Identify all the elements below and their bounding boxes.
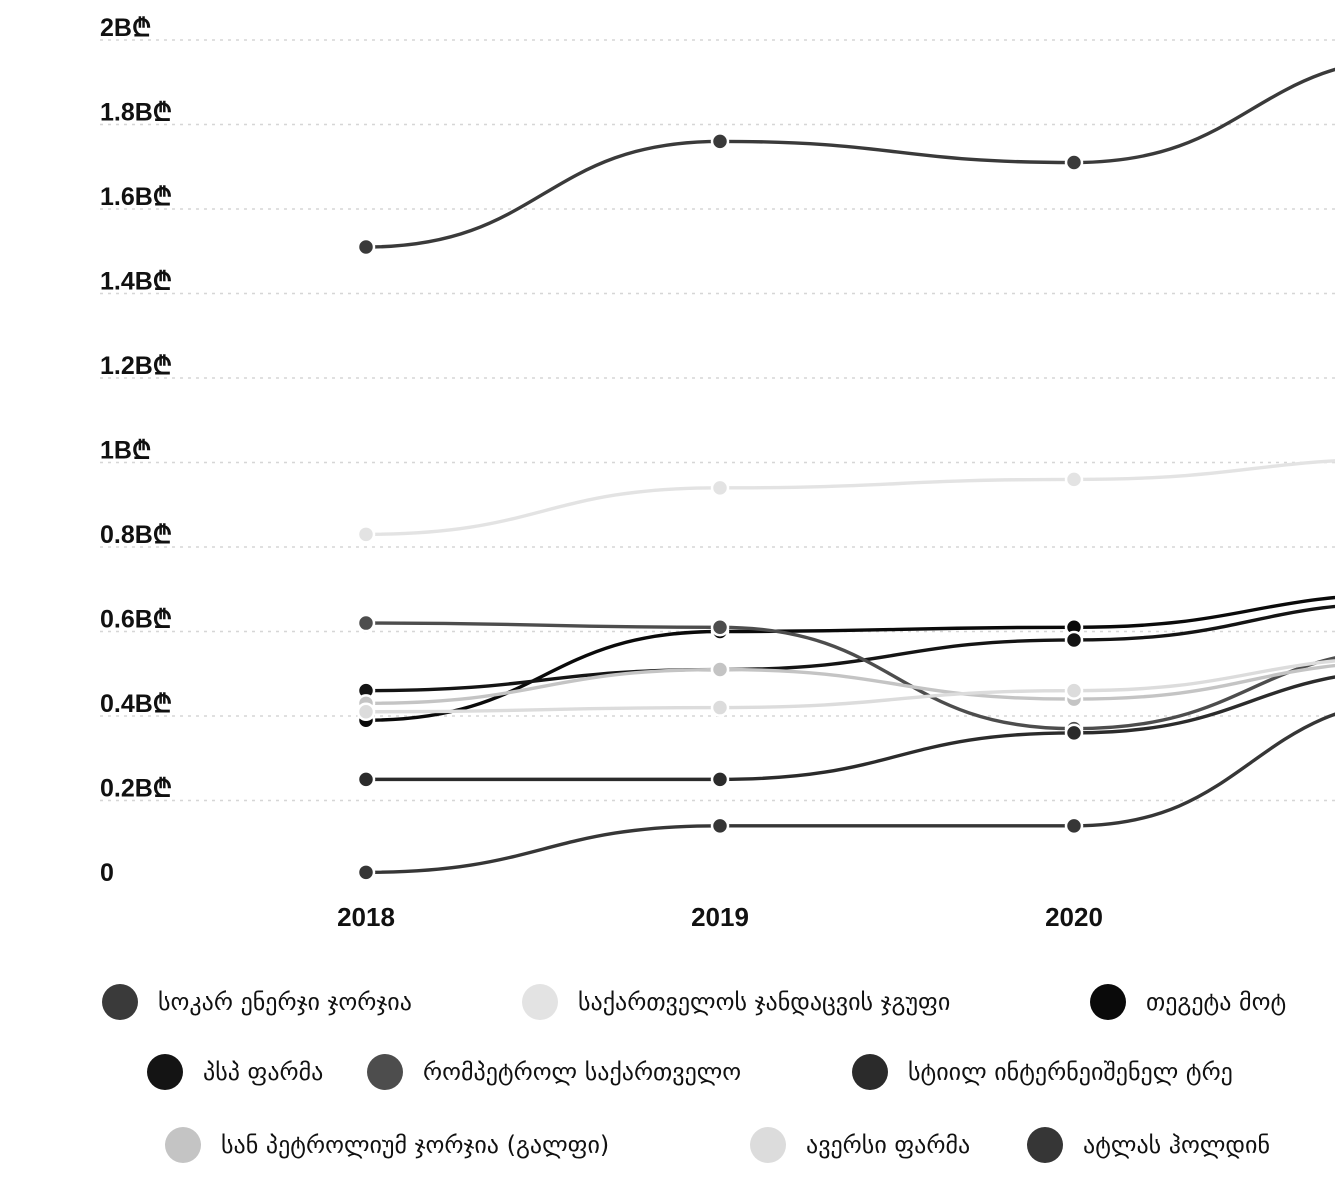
legend-swatch xyxy=(147,1054,183,1090)
series-line xyxy=(364,67,1335,249)
y-tick-label: 1.2B₾ xyxy=(100,352,172,380)
legend-swatch xyxy=(522,984,558,1020)
y-tick-label: 0 xyxy=(100,859,114,887)
legend-item[interactable]: საქართველოს ჯანდაცვის ჯგუფი xyxy=(522,984,950,1020)
x-tick-label: 2020 xyxy=(1045,902,1103,932)
series-line xyxy=(364,659,1335,714)
data-point[interactable] xyxy=(356,702,376,722)
legend-swatch xyxy=(367,1054,403,1090)
legend-label: თეგეტა მოტ xyxy=(1146,988,1286,1016)
legend-label: სტიილ ინტერნეიშენელ ტრე xyxy=(908,1058,1233,1086)
data-point[interactable] xyxy=(1064,630,1084,650)
series-lines xyxy=(364,67,1335,875)
data-point[interactable] xyxy=(710,478,730,498)
data-point[interactable] xyxy=(1064,681,1084,700)
data-point[interactable] xyxy=(356,525,376,544)
y-tick-label: 0.2B₾ xyxy=(100,775,172,803)
legend-item[interactable]: რომპეტროლ საქართველო xyxy=(367,1054,741,1090)
data-point[interactable] xyxy=(710,618,730,637)
legend-swatch xyxy=(750,1127,786,1163)
legend-item[interactable]: პსპ ფარმა xyxy=(147,1054,323,1090)
legend-label: ავერსი ფარმა xyxy=(806,1131,970,1159)
legend-item[interactable]: ატლას ჰოლდინ xyxy=(1027,1127,1270,1163)
legend-item[interactable]: სან პეტროლიუმ ჯორჯია (გალფი) xyxy=(165,1127,609,1163)
y-tick-label: 1B₾ xyxy=(100,437,151,465)
x-tick-label: 2018 xyxy=(337,902,395,932)
legend[interactable]: სოკარ ენერჯი ჯორჯია საქართველოს ჯანდაცვის… xyxy=(102,984,1286,1163)
data-point[interactable] xyxy=(710,816,730,836)
y-tick-label: 0.8B₾ xyxy=(100,521,172,549)
legend-item[interactable]: ავერსი ფარმა xyxy=(750,1127,970,1163)
legend-label: პსპ ფარმა xyxy=(203,1058,323,1086)
x-axis-ticks: 2018201920202021 xyxy=(337,902,1103,932)
x-tick-label: 2019 xyxy=(691,902,749,932)
data-point[interactable] xyxy=(710,698,730,717)
series-line xyxy=(364,663,1335,706)
legend-item[interactable]: სტიილ ინტერნეიშენელ ტრე xyxy=(852,1054,1233,1090)
y-tick-label: 2B₾ xyxy=(100,14,151,42)
legend-item[interactable]: სოკარ ენერჯი ჯორჯია xyxy=(102,984,412,1020)
data-point[interactable] xyxy=(356,863,376,882)
series-line xyxy=(364,459,1335,537)
data-point[interactable] xyxy=(1064,470,1084,489)
y-axis-ticks: 0 0.2B₾ 0.4B₾ 0.6B₾ 0.8B₾ 1B₾ 1.2B₾ 1.4B₾ 1.6B₾ 1… xyxy=(100,14,172,887)
legend-swatch xyxy=(1027,1127,1063,1163)
data-point[interactable] xyxy=(710,770,730,789)
legend-swatch xyxy=(852,1054,888,1090)
legend-swatch xyxy=(1090,984,1126,1020)
data-point[interactable] xyxy=(710,660,730,679)
data-point[interactable] xyxy=(1064,816,1084,836)
y-tick-label: 1.4B₾ xyxy=(100,268,172,296)
data-point[interactable] xyxy=(356,613,376,633)
data-point[interactable] xyxy=(1064,723,1084,743)
series-points xyxy=(356,132,1084,882)
series-line xyxy=(364,675,1335,782)
series-line xyxy=(364,712,1335,875)
y-tick-label: 0.4B₾ xyxy=(100,690,172,718)
data-point[interactable] xyxy=(356,237,376,257)
legend-label: სან პეტროლიუმ ჯორჯია (გალფი) xyxy=(221,1131,609,1159)
y-tick-label: 1.6B₾ xyxy=(100,183,172,211)
legend-swatch xyxy=(165,1127,201,1163)
series-line xyxy=(364,595,1335,722)
legend-label: საქართველოს ჯანდაცვის ჯგუფი xyxy=(578,988,950,1016)
legend-label: ატლას ჰოლდინ xyxy=(1083,1131,1270,1159)
data-point[interactable] xyxy=(710,132,730,151)
legend-swatch xyxy=(102,984,138,1020)
legend-label: რომპეტროლ საქართველო xyxy=(423,1058,741,1086)
y-tick-label: 1.8B₾ xyxy=(100,99,172,127)
y-tick-label: 0.6B₾ xyxy=(100,606,172,634)
legend-item[interactable]: თეგეტა მოტ xyxy=(1090,984,1286,1020)
data-point[interactable] xyxy=(356,770,376,789)
legend-label: სოკარ ენერჯი ჯორჯია xyxy=(158,988,412,1016)
data-point[interactable] xyxy=(1064,153,1084,172)
series-line xyxy=(364,604,1335,693)
